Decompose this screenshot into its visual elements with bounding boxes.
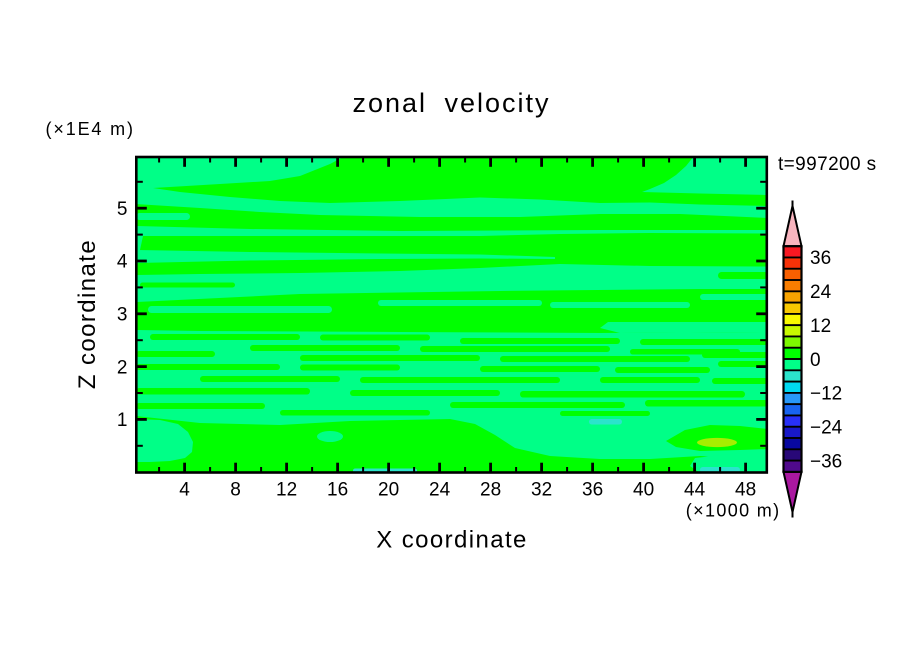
svg-text:36: 36	[810, 248, 831, 269]
svg-text:24: 24	[429, 480, 451, 501]
svg-text:48: 48	[735, 480, 756, 501]
svg-text:28: 28	[480, 480, 501, 501]
svg-text:3: 3	[117, 305, 128, 326]
svg-text:t=997200 s: t=997200 s	[778, 154, 877, 175]
svg-text:Z coordinate: Z coordinate	[74, 239, 101, 389]
svg-text:X coordinate: X coordinate	[376, 526, 528, 553]
svg-text:44: 44	[684, 480, 706, 501]
svg-text:12: 12	[276, 480, 297, 501]
svg-text:(×1000 m): (×1000 m)	[686, 501, 781, 521]
svg-text:16: 16	[327, 480, 348, 501]
svg-text:−24: −24	[810, 418, 843, 439]
svg-text:20: 20	[378, 480, 399, 501]
svg-text:24: 24	[810, 282, 832, 303]
svg-text:−12: −12	[810, 384, 842, 405]
svg-text:4: 4	[179, 480, 190, 501]
svg-text:40: 40	[633, 480, 654, 501]
svg-text:12: 12	[810, 316, 831, 337]
svg-text:4: 4	[117, 252, 128, 273]
svg-text:−36: −36	[810, 451, 842, 472]
svg-text:5: 5	[117, 199, 128, 220]
svg-text:32: 32	[531, 480, 552, 501]
svg-text:zonal velocity: zonal velocity	[352, 88, 550, 118]
svg-text:36: 36	[582, 480, 603, 501]
svg-text:8: 8	[230, 480, 241, 501]
svg-text:0: 0	[810, 350, 821, 371]
svg-text:2: 2	[117, 357, 128, 378]
svg-text:1: 1	[117, 410, 128, 431]
svg-text:(×1E4 m): (×1E4 m)	[46, 119, 135, 139]
